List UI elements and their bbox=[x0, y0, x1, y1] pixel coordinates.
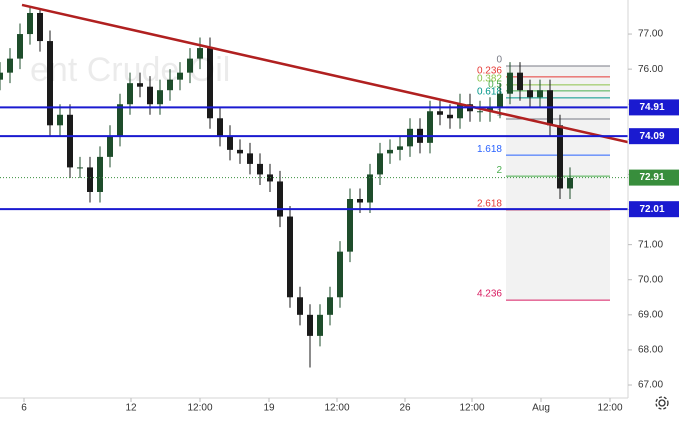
candle-body bbox=[557, 125, 563, 189]
x-tick-label: 12:00 bbox=[187, 403, 212, 414]
x-tick-label: 19 bbox=[263, 403, 275, 414]
candle-body bbox=[347, 199, 353, 252]
candle-body bbox=[427, 111, 433, 143]
candle-body bbox=[497, 93, 503, 108]
candle-body bbox=[187, 58, 193, 73]
candle-body bbox=[397, 146, 403, 150]
fib-label: 4.236 bbox=[477, 289, 502, 300]
x-tick-label: 26 bbox=[399, 403, 411, 414]
fib-label: 0.618 bbox=[477, 87, 502, 98]
candle-body bbox=[77, 167, 83, 169]
x-tick-label: 6 bbox=[21, 403, 27, 414]
candle-body bbox=[207, 48, 213, 119]
candle-body bbox=[27, 12, 33, 35]
x-tick-label: 12:00 bbox=[459, 403, 484, 414]
candle-body bbox=[47, 41, 53, 126]
candle-body bbox=[127, 83, 133, 105]
candle-body bbox=[327, 297, 333, 315]
x-tick-label: Aug bbox=[532, 403, 550, 414]
candle-body bbox=[97, 156, 103, 192]
candle-body bbox=[567, 177, 573, 189]
fib-label: 0.5 bbox=[488, 80, 502, 91]
candle-body bbox=[307, 314, 313, 336]
candle-body bbox=[407, 128, 413, 147]
candle-body bbox=[297, 297, 303, 315]
candle-body bbox=[277, 181, 283, 217]
y-tick-label: 70.00 bbox=[638, 274, 663, 285]
candle-body bbox=[177, 72, 183, 80]
candle-body bbox=[7, 58, 13, 73]
candle-body bbox=[387, 149, 393, 154]
candle-body bbox=[137, 83, 143, 87]
fib-label: 2.618 bbox=[477, 199, 502, 210]
candle-body bbox=[287, 216, 293, 298]
candle-body bbox=[527, 90, 533, 98]
candle-body bbox=[477, 111, 483, 113]
candle-body bbox=[537, 90, 543, 98]
candle-body bbox=[17, 34, 23, 59]
candle-body bbox=[377, 153, 383, 175]
settings-icon[interactable] bbox=[655, 396, 669, 410]
candle-body bbox=[457, 104, 463, 119]
candle-body bbox=[67, 114, 73, 168]
candle-body bbox=[37, 12, 43, 42]
candle-body bbox=[87, 167, 93, 192]
candle-body bbox=[367, 174, 373, 203]
candle-body bbox=[437, 111, 443, 115]
y-tick-label: 71.00 bbox=[638, 239, 663, 250]
y-tick-label: 69.00 bbox=[638, 309, 663, 320]
x-tick-label: 12 bbox=[125, 403, 137, 414]
candle-body bbox=[167, 79, 173, 91]
x-tick-label: 12:00 bbox=[597, 403, 622, 414]
watermark: ent Crude Oil bbox=[30, 51, 230, 89]
candle-body bbox=[517, 72, 523, 91]
candle-body bbox=[217, 118, 223, 136]
candle-body bbox=[257, 163, 263, 175]
candle-body bbox=[357, 199, 363, 203]
x-tick-label: 12:00 bbox=[324, 403, 349, 414]
candle-body bbox=[147, 86, 153, 105]
candle-body bbox=[227, 135, 233, 150]
level-label-box bbox=[629, 99, 679, 116]
candle-body bbox=[197, 48, 203, 59]
level-label: 72.01 bbox=[639, 204, 664, 215]
candle-body bbox=[57, 114, 63, 126]
candle-body bbox=[487, 107, 493, 112]
level-label-box bbox=[629, 128, 679, 145]
candle-body bbox=[107, 135, 113, 157]
level-label: 74.91 bbox=[639, 102, 664, 113]
fib-label: 0 bbox=[496, 55, 502, 66]
candle-body bbox=[0, 72, 3, 80]
y-tick-label: 67.00 bbox=[638, 380, 663, 391]
fib-label: 2 bbox=[496, 165, 502, 176]
trendline bbox=[21, 3, 629, 144]
y-tick-label: 68.00 bbox=[638, 345, 663, 356]
fib-label: 1.618 bbox=[477, 144, 502, 155]
candle-body bbox=[317, 314, 323, 336]
candle-body bbox=[337, 251, 343, 298]
last-price-label: 72.91 bbox=[639, 172, 664, 183]
candle-body bbox=[507, 72, 513, 94]
candle-body bbox=[247, 153, 253, 164]
candle-body bbox=[157, 90, 163, 105]
y-tick-label: 76.00 bbox=[638, 64, 663, 75]
last-price-box bbox=[629, 169, 679, 186]
fib-label: 0.236 bbox=[477, 66, 502, 77]
candle-body bbox=[237, 149, 243, 154]
candle-body bbox=[117, 104, 123, 136]
candle-body bbox=[447, 114, 453, 119]
level-label-box bbox=[629, 201, 679, 218]
fib-label: 0.382 bbox=[477, 74, 502, 85]
y-tick-label: 77.00 bbox=[638, 29, 663, 40]
level-label: 74.09 bbox=[639, 131, 664, 142]
